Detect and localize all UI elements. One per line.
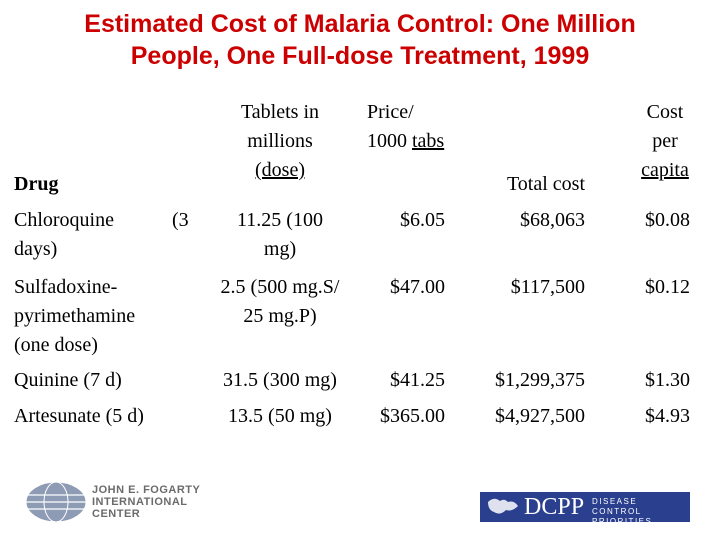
header-percap-line-2: per: [652, 130, 678, 152]
row-4-per-capita: $4.93: [645, 405, 690, 427]
fogarty-text: JOHN E. FOGARTY INTERNATIONAL CENTER: [92, 484, 200, 520]
row-2-tablets-line-2: 25 mg.P): [243, 305, 317, 327]
row-4-price: $365.00: [380, 405, 445, 427]
row-2-tablets-line-1: 2.5 (500 mg.S/: [220, 276, 340, 298]
row-2-price: $47.00: [390, 276, 445, 298]
row-2-drug-line-2: pyrimethamine: [14, 305, 136, 327]
world-map-icon: [488, 498, 518, 514]
row-4-total: $4,927,500: [495, 405, 585, 427]
header-price-line-2: 1000 tabs: [367, 130, 445, 152]
row-1-total: $68,063: [520, 209, 585, 231]
header-price-line-1: Price/: [367, 101, 414, 123]
row-1-tablets-line-2: mg): [263, 238, 297, 260]
dcpp-fullname: DISEASE CONTROL PRIORITIES PROJECT: [592, 497, 690, 537]
dcpp-line-2: PRIORITIES PROJECT: [592, 517, 653, 536]
fogarty-line-2: INTERNATIONAL: [92, 496, 188, 508]
dcpp-line-1: DISEASE CONTROL: [592, 497, 642, 516]
header-tablets-line-1: Tablets in: [240, 101, 320, 123]
row-3-per-capita: $1.30: [645, 369, 690, 391]
fogarty-globe-icon: [25, 481, 87, 523]
header-price-tabs: tabs: [412, 130, 445, 152]
row-1-tablets-line-1: 11.25 (100: [237, 209, 323, 231]
title-line-2: People, One Full-dose Treatment, 1999: [130, 42, 590, 70]
fogarty-line-3: CENTER: [92, 508, 141, 520]
row-2-total: $117,500: [510, 276, 585, 298]
row-2-tablets: 2.5 (500 mg.S/ 25 mg.P): [200, 273, 360, 331]
row-1-drug-line-1: Chloroquine: [14, 209, 114, 231]
row-1-drug-suffix: (3: [172, 209, 189, 231]
row-3-total: $1,299,375: [495, 369, 585, 391]
header-percap-line-3: capita: [641, 159, 689, 181]
header-tablets-line-3: (dose): [255, 159, 305, 181]
row-1-price: $6.05: [400, 209, 445, 231]
row-2-drug-line-3: (one dose): [14, 334, 98, 356]
row-3-tablets: 31.5 (300 mg): [223, 369, 337, 391]
header-tablets: Tablets in millions (dose): [205, 98, 355, 185]
row-3-price: $41.25: [390, 369, 445, 391]
row-1-tablets: 11.25 (100 mg): [205, 206, 355, 264]
row-4-tablets: 13.5 (50 mg): [228, 405, 332, 427]
row-2-drug-line-1: Sulfadoxine-: [14, 276, 118, 298]
header-per-capita: Cost per capita: [615, 98, 715, 185]
row-1-drug-line-2: days): [14, 238, 58, 260]
row-2-drug: Sulfadoxine- pyrimethamine (one dose): [14, 273, 204, 360]
header-total: Total cost: [506, 173, 585, 195]
title-line-1: Estimated Cost of Malaria Control: One M…: [84, 10, 636, 38]
fogarty-logo: JOHN E. FOGARTY INTERNATIONAL CENTER: [24, 480, 224, 525]
dcpp-acronym: DCPP: [524, 494, 585, 520]
header-price: Price/ 1000 tabs: [367, 98, 487, 156]
row-1-per-capita: $0.08: [645, 209, 690, 231]
fogarty-line-1: JOHN E. FOGARTY: [92, 484, 201, 496]
row-3-drug: Quinine (7 d): [14, 369, 122, 391]
row-2-per-capita: $0.12: [645, 276, 690, 298]
header-tablets-line-2: millions: [247, 130, 313, 152]
slide-title: Estimated Cost of Malaria Control: One M…: [0, 8, 720, 72]
row-1-drug: Chloroquine days): [14, 206, 204, 264]
row-4-drug: Artesunate (5 d): [14, 405, 144, 427]
header-drug: Drug: [14, 173, 59, 195]
header-percap-line-1: Cost: [646, 101, 684, 123]
dcpp-logo: DCPP DISEASE CONTROL PRIORITIES PROJECT: [480, 492, 690, 536]
